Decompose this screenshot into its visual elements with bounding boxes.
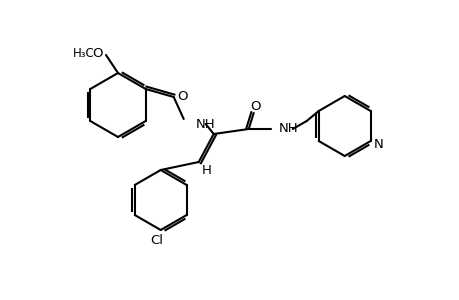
Text: H: H	[202, 164, 211, 176]
Text: Cl: Cl	[150, 233, 163, 247]
Text: O: O	[93, 46, 103, 59]
Text: O: O	[177, 89, 188, 103]
Text: H₃C: H₃C	[73, 46, 95, 59]
Text: NH: NH	[195, 118, 215, 130]
Text: O: O	[250, 100, 260, 112]
Text: NH: NH	[278, 122, 298, 134]
Text: N: N	[373, 137, 383, 151]
